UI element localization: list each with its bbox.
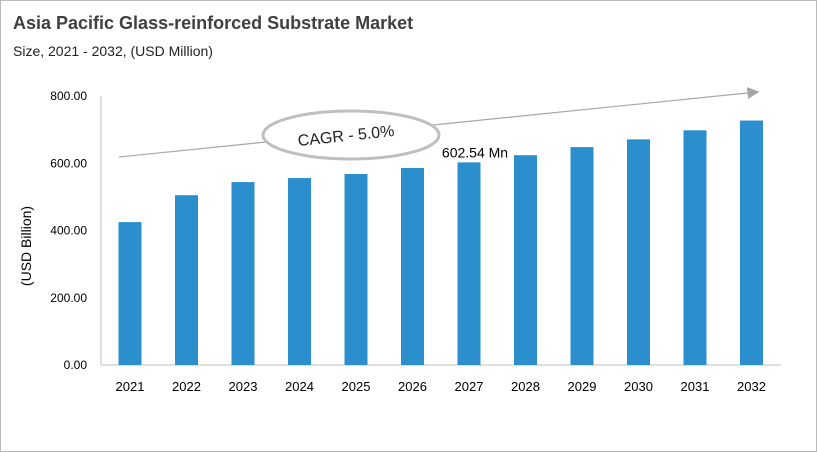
y-tick-label: 600.00 <box>50 156 87 170</box>
x-tick-label: 2024 <box>285 379 314 394</box>
x-tick-label: 2029 <box>568 379 597 394</box>
y-tick-label: 400.00 <box>50 224 87 238</box>
cagr-trend-arrow <box>118 87 760 158</box>
data-label: 602.54 Mn <box>442 144 508 160</box>
bar-2029 <box>570 147 594 365</box>
y-tick-label: 0.00 <box>64 358 88 372</box>
y-axis-label: (USD Billion) <box>18 206 34 286</box>
x-tick-label: 2021 <box>116 379 145 394</box>
bar-2028 <box>514 155 537 365</box>
bar-2030 <box>627 139 650 365</box>
chart-title: Asia Pacific Glass-reinforced Substrate … <box>13 13 414 33</box>
bar-2027 <box>457 162 481 365</box>
x-tick-label: 2023 <box>229 379 258 394</box>
x-tick-label: 2026 <box>398 379 427 394</box>
x-tick-label: 2031 <box>681 379 710 394</box>
bar-2022 <box>175 195 198 365</box>
cagr-ellipse <box>261 109 441 161</box>
x-tick-label: 2027 <box>455 379 484 394</box>
bar-2026 <box>401 167 424 365</box>
x-tick-label: 2025 <box>342 379 371 394</box>
bar-2024 <box>288 178 311 365</box>
y-tick-label: 200.00 <box>50 291 87 305</box>
bar-2032 <box>740 120 763 365</box>
x-tick-label: 2022 <box>172 379 201 394</box>
x-tick-label: 2030 <box>624 379 653 394</box>
y-tick-label: 800.00 <box>50 89 87 103</box>
chart-subtitle: Size, 2021 - 2032, (USD Million) <box>13 43 213 59</box>
x-tick-label: 2028 <box>511 379 540 394</box>
bar-2025 <box>344 174 368 365</box>
bar-2021 <box>118 222 142 365</box>
bar-2023 <box>231 182 255 365</box>
bar-2031 <box>683 130 707 365</box>
x-tick-label: 2032 <box>737 379 766 394</box>
